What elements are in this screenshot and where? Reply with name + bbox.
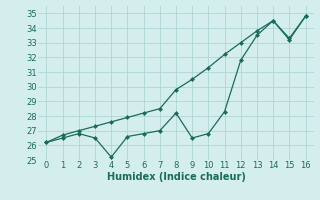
X-axis label: Humidex (Indice chaleur): Humidex (Indice chaleur)	[107, 172, 245, 182]
